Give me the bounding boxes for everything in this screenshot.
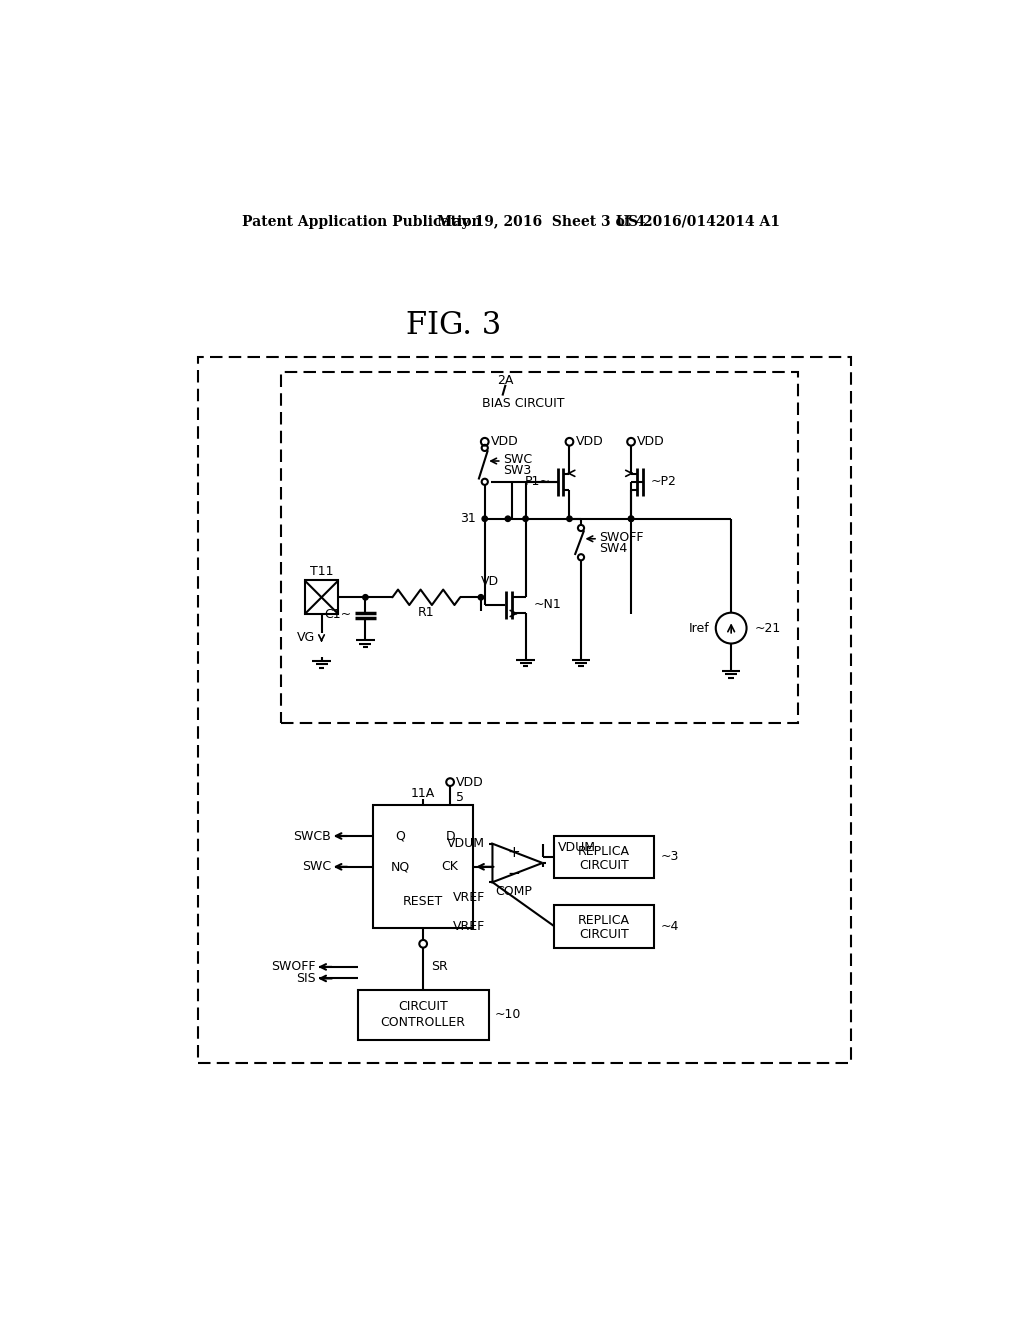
- Text: COMP: COMP: [496, 884, 532, 898]
- Circle shape: [566, 516, 572, 521]
- Text: NQ: NQ: [390, 861, 410, 874]
- Bar: [357, 990, 488, 1040]
- Text: 2A: 2A: [498, 374, 514, 387]
- Text: Patent Application Publication: Patent Application Publication: [243, 215, 482, 228]
- Bar: [281, 372, 798, 723]
- Text: Q: Q: [395, 829, 406, 842]
- Bar: [304, 581, 339, 614]
- Text: US 2016/0142014 A1: US 2016/0142014 A1: [615, 215, 779, 228]
- Text: REPLICA: REPLICA: [579, 915, 630, 927]
- Text: ~21: ~21: [755, 622, 780, 635]
- Text: 31: 31: [460, 512, 475, 525]
- Text: ~N1: ~N1: [534, 598, 561, 611]
- Text: VDD: VDD: [490, 436, 519, 449]
- Text: SW4: SW4: [599, 541, 628, 554]
- Text: C1~: C1~: [325, 607, 351, 620]
- Text: ~3: ~3: [660, 850, 679, 863]
- Circle shape: [362, 594, 368, 601]
- Text: T11: T11: [310, 565, 333, 578]
- Text: SWCB: SWCB: [293, 829, 331, 842]
- Text: VG: VG: [297, 631, 315, 644]
- Text: BIAS CIRCUIT: BIAS CIRCUIT: [482, 397, 564, 409]
- Text: CIRCUIT: CIRCUIT: [580, 859, 629, 871]
- Bar: [373, 805, 473, 928]
- Text: RESET: RESET: [403, 895, 443, 908]
- Text: SWOFF: SWOFF: [599, 531, 644, 544]
- Circle shape: [629, 516, 634, 521]
- Text: VDUM: VDUM: [446, 837, 484, 850]
- Text: 5: 5: [457, 791, 464, 804]
- Text: Iref: Iref: [689, 622, 710, 635]
- Text: −: −: [508, 866, 520, 882]
- Text: VREF: VREF: [453, 891, 484, 904]
- Text: SR: SR: [431, 961, 447, 973]
- Text: CONTROLLER: CONTROLLER: [381, 1016, 466, 1028]
- Bar: [554, 836, 654, 878]
- Text: R1: R1: [418, 606, 434, 619]
- Text: SW3: SW3: [503, 463, 531, 477]
- Text: VD: VD: [480, 576, 499, 589]
- Text: VREF: VREF: [453, 920, 484, 933]
- Text: SWC: SWC: [503, 453, 532, 466]
- Circle shape: [505, 516, 511, 521]
- Text: ~4: ~4: [660, 920, 679, 933]
- Text: REPLICA: REPLICA: [579, 845, 630, 858]
- Text: VDD: VDD: [637, 436, 665, 449]
- Text: May 19, 2016  Sheet 3 of 4: May 19, 2016 Sheet 3 of 4: [437, 215, 645, 228]
- Text: SIS: SIS: [296, 972, 315, 985]
- Bar: [554, 906, 654, 948]
- Text: VDD: VDD: [457, 776, 484, 788]
- Bar: [199, 358, 851, 1063]
- Text: SWOFF: SWOFF: [271, 961, 315, 973]
- Text: 11A: 11A: [411, 787, 435, 800]
- Text: VDD: VDD: [575, 436, 603, 449]
- Text: D: D: [445, 829, 455, 842]
- Text: SWC: SWC: [302, 861, 331, 874]
- Text: VDUM: VDUM: [558, 841, 596, 854]
- Text: CIRCUIT: CIRCUIT: [398, 1001, 449, 1014]
- Text: +: +: [508, 845, 520, 859]
- Text: FIG. 3: FIG. 3: [407, 310, 502, 341]
- Circle shape: [523, 516, 528, 521]
- Text: P1~: P1~: [524, 475, 550, 488]
- Text: CK: CK: [441, 861, 459, 874]
- Text: ~P2: ~P2: [650, 475, 676, 488]
- Circle shape: [482, 516, 487, 521]
- Circle shape: [478, 594, 483, 601]
- Text: CIRCUIT: CIRCUIT: [580, 928, 629, 941]
- Text: ~10: ~10: [495, 1008, 521, 1022]
- Circle shape: [629, 516, 634, 521]
